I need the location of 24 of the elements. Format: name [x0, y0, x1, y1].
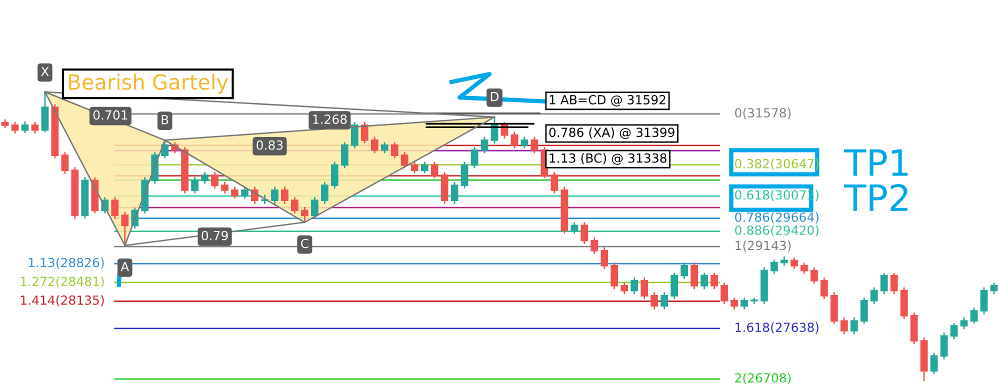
annotation: 0.83: [256, 140, 283, 150]
annotation: 1.414(28135): [20, 295, 104, 306]
annotation: C: [301, 238, 308, 248]
annotation: B: [162, 115, 168, 124]
ref-line-label: 1 AB=CD @ 31592: [550, 95, 666, 106]
annotation: TP2: [844, 184, 908, 211]
annotation: 1(29143): [736, 240, 791, 252]
annotation: 0.79: [202, 230, 228, 240]
annotation: 0.886(29420): [735, 225, 818, 236]
annotation: 1.618(27638): [736, 322, 818, 334]
annotation: 0.786(29664): [735, 212, 818, 224]
text: X: [41, 66, 49, 76]
chart-title: Bearish Gartely: [69, 74, 228, 94]
ref-line-label: 1.13 (BC) @ 31338: [550, 153, 666, 165]
annotation: 2(26708): [735, 372, 791, 384]
ref-line-label: 0.786 (XA) @ 31399: [549, 127, 674, 140]
annotation: D: [490, 92, 499, 102]
annotation: 1.268: [313, 114, 347, 124]
annotation: 1.13(28826): [28, 258, 104, 269]
annotation: 1.272(28481): [20, 276, 104, 288]
annotation: A: [120, 262, 130, 272]
annotation: 0.701: [93, 110, 128, 120]
annotation: 0(31578): [735, 108, 791, 120]
annotation: TP1: [844, 149, 908, 176]
